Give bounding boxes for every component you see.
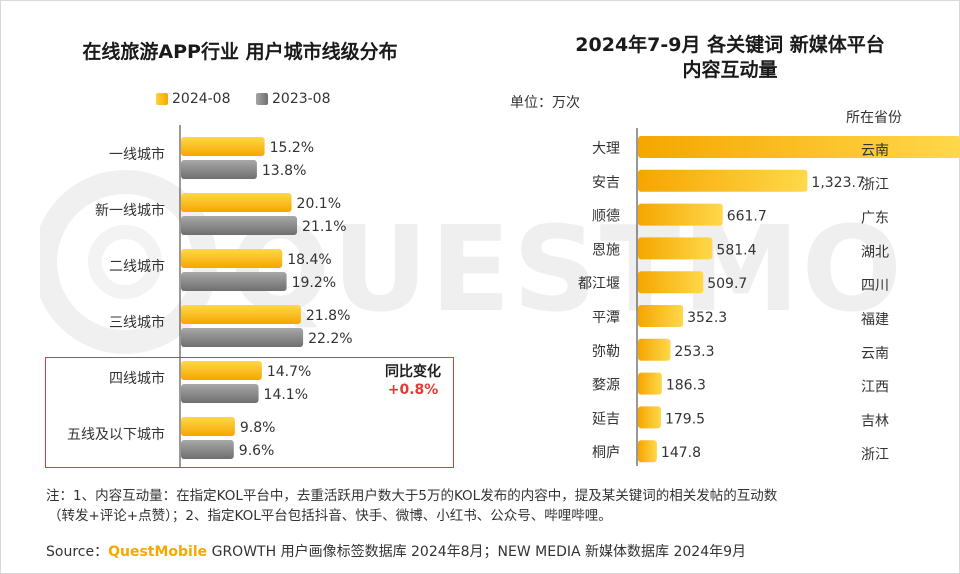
- data-label-2023: 21.1%: [302, 219, 346, 235]
- bar-2024: [181, 361, 262, 380]
- bar-2023: [181, 272, 287, 291]
- data-label-2023: 22.2%: [308, 331, 352, 347]
- keyword-bar: [638, 203, 723, 226]
- legend-label-2024: 2024-08: [172, 91, 231, 107]
- keyword-label: 大理: [592, 141, 620, 157]
- bar-2023: [181, 160, 257, 179]
- left-chart-title: 在线旅游APP行业 用户城市线级分布: [82, 41, 398, 63]
- bar-2023: [181, 440, 234, 459]
- legend-swatch-2024: [156, 93, 168, 105]
- unit-label: 单位：万次: [510, 95, 580, 111]
- keyword-label: 安吉: [592, 175, 620, 191]
- legend-label-2023: 2023-08: [272, 91, 331, 107]
- keyword-label: 顺德: [592, 209, 620, 225]
- keyword-label: 都江堰: [578, 276, 620, 292]
- data-label-2023: 9.6%: [239, 443, 275, 459]
- keyword-value-label: 179.5: [665, 411, 705, 427]
- province-label: 广东: [861, 211, 889, 227]
- yoy-change-label: 同比变化: [385, 364, 441, 380]
- keyword-bar: [638, 440, 657, 463]
- left-category-label: 一线城市: [109, 146, 165, 163]
- legend-item-2024: 2024-08: [156, 91, 231, 107]
- keyword-bar: [638, 372, 662, 395]
- source-line: Source：QuestMobile GROWTH 用户画像标签数据库 2024…: [46, 541, 746, 561]
- bar-2024: [181, 137, 265, 156]
- keyword-bar: [638, 169, 808, 192]
- province-header: 所在省份: [846, 110, 902, 126]
- bar-2024: [181, 193, 292, 212]
- keyword-bar: [638, 406, 661, 429]
- legend-swatch-2023: [256, 93, 268, 105]
- keyword-value-label: 147.8: [661, 445, 701, 461]
- left-category-label: 新一线城市: [95, 202, 165, 219]
- data-label-2024: 15.2%: [270, 140, 314, 156]
- bar-2024: [181, 417, 235, 436]
- data-label-2024: 14.7%: [267, 364, 311, 380]
- keyword-value-label: 581.4: [716, 242, 756, 258]
- right-chart-title-line1: 2024年7-9月 各关键词 新媒体平台: [575, 34, 885, 56]
- data-label-2023: 14.1%: [264, 387, 308, 403]
- legend-item-2023: 2023-08: [256, 91, 331, 107]
- source-prefix: Source：: [46, 544, 109, 560]
- data-label-2024: 9.8%: [240, 420, 276, 436]
- keyword-label: 平潭: [592, 309, 620, 326]
- bar-2023: [181, 384, 259, 403]
- data-label-2024: 21.8%: [306, 308, 350, 324]
- keyword-label: 桐庐: [592, 445, 620, 461]
- province-label: 江西: [861, 380, 889, 396]
- keyword-value-label: 186.3: [666, 378, 706, 394]
- footnote-line2: （转发+评论+点赞）；2、指定KOL平台包括抖音、快手、微博、小红书、公众号、哔…: [48, 508, 612, 524]
- keyword-bar: [638, 271, 704, 294]
- yoy-change-value: +0.8%: [387, 382, 439, 398]
- keyword-value-label: 661.7: [727, 209, 767, 225]
- keyword-label: 婺源: [592, 378, 620, 394]
- watermark-text: QUESTMOBILE: [230, 200, 900, 338]
- province-label: 福建: [861, 312, 889, 328]
- keyword-label: 弥勒: [592, 343, 620, 360]
- province-label: 吉林: [861, 413, 889, 429]
- bar-2024: [181, 249, 283, 268]
- keyword-value-label: 352.3: [687, 310, 727, 326]
- province-label: 云南: [861, 346, 889, 362]
- footnote-line1: 注：1、内容互动量：在指定KOL平台中，去重活跃用户数大于5万的KOL发布的内容…: [46, 488, 778, 504]
- data-label-2023: 19.2%: [292, 275, 336, 291]
- keyword-bar: [638, 237, 713, 260]
- bar-2023: [181, 216, 298, 235]
- province-label: 四川: [861, 278, 889, 294]
- province-label: 浙江: [861, 177, 889, 193]
- keyword-value-label: 253.3: [674, 344, 714, 360]
- source-brand: QuestMobile: [108, 544, 208, 560]
- right-chart-title: 2024年7-9月 各关键词 新媒体平台 内容互动量: [520, 33, 940, 83]
- data-label-2024: 20.1%: [297, 196, 341, 212]
- source-rest: GROWTH 用户画像标签数据库 2024年8月；NEW MEDIA 新媒体数据…: [207, 544, 747, 560]
- keyword-label: 恩施: [592, 242, 620, 258]
- yoy-change-annotation: 同比变化 +0.8%: [370, 363, 456, 399]
- right-chart-title-line2: 内容互动量: [682, 59, 778, 81]
- left-category-label: 四线城市: [109, 370, 165, 387]
- left-category-label: 五线及以下城市: [67, 426, 165, 443]
- left-category-label: 二线城市: [109, 258, 165, 275]
- watermark: QUESTMOBILE: [40, 170, 900, 354]
- keyword-value-label: 1,323.7: [811, 175, 864, 191]
- left-category-label: 三线城市: [109, 314, 165, 331]
- province-label: 湖北: [861, 244, 889, 260]
- data-label-2024: 18.4%: [287, 252, 331, 268]
- bar-2024: [181, 305, 301, 324]
- province-label: 浙江: [861, 447, 889, 463]
- keyword-label: 延吉: [592, 411, 620, 427]
- keyword-value-label: 509.7: [707, 276, 747, 292]
- province-label: 云南: [861, 143, 889, 159]
- keyword-bar: [638, 338, 671, 361]
- lower-tier-highlight-box: [45, 357, 454, 468]
- keyword-bar: [638, 136, 960, 158]
- footnote: 注：1、内容互动量：在指定KOL平台中，去重活跃用户数大于5万的KOL发布的内容…: [46, 486, 946, 526]
- keyword-bar: [638, 305, 684, 327]
- bar-2023: [181, 328, 304, 347]
- data-label-2023: 13.8%: [262, 163, 306, 179]
